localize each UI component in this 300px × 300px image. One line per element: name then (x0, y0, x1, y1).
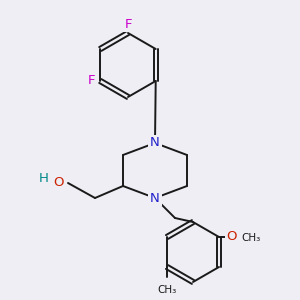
Text: N: N (150, 136, 160, 149)
Text: O: O (227, 230, 237, 244)
Text: F: F (88, 74, 95, 88)
Text: H: H (39, 172, 49, 185)
Text: CH₃: CH₃ (158, 285, 177, 295)
Text: O: O (53, 176, 63, 190)
Text: N: N (150, 191, 160, 205)
Text: CH₃: CH₃ (241, 233, 260, 243)
Text: F: F (124, 17, 132, 31)
